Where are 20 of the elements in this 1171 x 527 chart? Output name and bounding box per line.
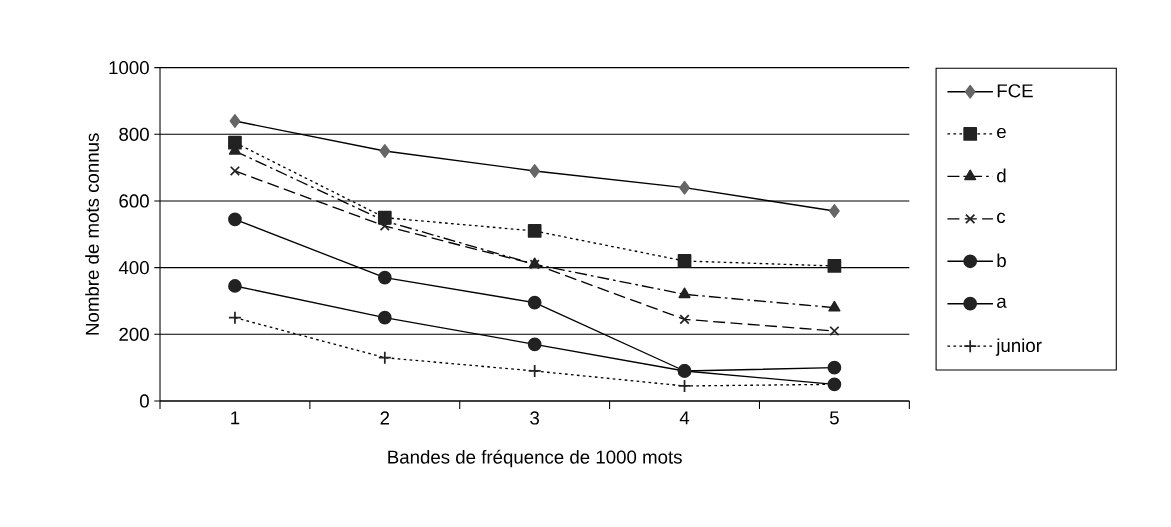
legend-label: junior xyxy=(995,338,1042,356)
x-tick-label: 5 xyxy=(829,411,839,425)
x-tick-label: 1 xyxy=(231,411,240,425)
legend-label: c xyxy=(997,212,1006,224)
y-tick-label: 600 xyxy=(119,194,149,208)
y-tick-label: 1000 xyxy=(109,61,149,75)
y-tick-label: 400 xyxy=(118,261,149,275)
legend-label: b xyxy=(997,253,1006,268)
legend-label: FCE xyxy=(997,84,1033,98)
x-tick-label: 4 xyxy=(679,411,690,425)
legend-label: a xyxy=(997,297,1007,308)
legend-label: e xyxy=(997,127,1006,139)
x-axis-title: Bandes de fréquence de 1000 mots xyxy=(388,449,682,468)
y-tick-label: 800 xyxy=(119,127,149,141)
y-tick-label: 0 xyxy=(139,394,149,408)
y-axis-title: Nombre de mots connus xyxy=(85,133,99,335)
legend-label: d xyxy=(997,168,1006,183)
x-tick-label: 2 xyxy=(380,411,390,425)
x-tick-label: 3 xyxy=(530,411,540,425)
y-tick-label: 200 xyxy=(119,327,149,341)
